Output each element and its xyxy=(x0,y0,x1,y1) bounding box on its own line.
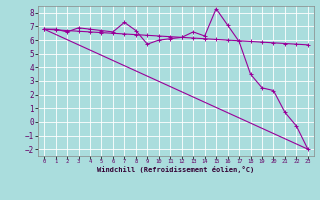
X-axis label: Windchill (Refroidissement éolien,°C): Windchill (Refroidissement éolien,°C) xyxy=(97,166,255,173)
